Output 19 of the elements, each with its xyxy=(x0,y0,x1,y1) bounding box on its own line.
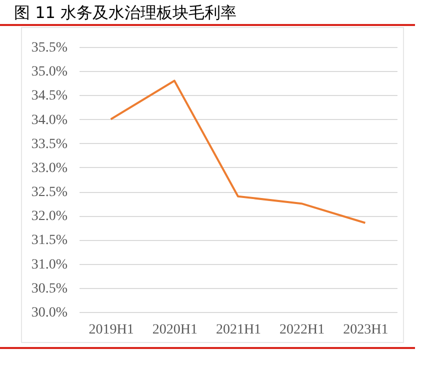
chart-title: 图 11 水务及水治理板块毛利率 xyxy=(14,3,237,24)
y-tick-label: 32.5% xyxy=(31,185,68,200)
line-series xyxy=(110,80,366,224)
y-tick-label: 34.5% xyxy=(31,88,68,104)
x-tick-label: 2019H1 xyxy=(88,322,134,338)
y-tick-label: 31.0% xyxy=(31,257,68,272)
y-tick-label: 32.0% xyxy=(31,209,68,224)
x-tick-label: 2022H1 xyxy=(280,322,325,338)
y-tick-label: 30.5% xyxy=(31,281,68,296)
y-tick-label: 34.0% xyxy=(31,112,68,128)
y-tick-label: 33.5% xyxy=(31,136,68,152)
y-tick-label: 31.5% xyxy=(31,233,68,248)
x-tick-label: 2021H1 xyxy=(216,322,262,338)
x-tick-label: 2023H1 xyxy=(343,322,388,338)
y-tick-label: 33.0% xyxy=(31,160,68,176)
x-tick-label: 2020H1 xyxy=(152,322,198,338)
y-tick-label: 35.0% xyxy=(31,64,68,80)
y-tick-label: 30.0% xyxy=(31,306,68,320)
y-tick-label: 35.5% xyxy=(31,40,68,56)
